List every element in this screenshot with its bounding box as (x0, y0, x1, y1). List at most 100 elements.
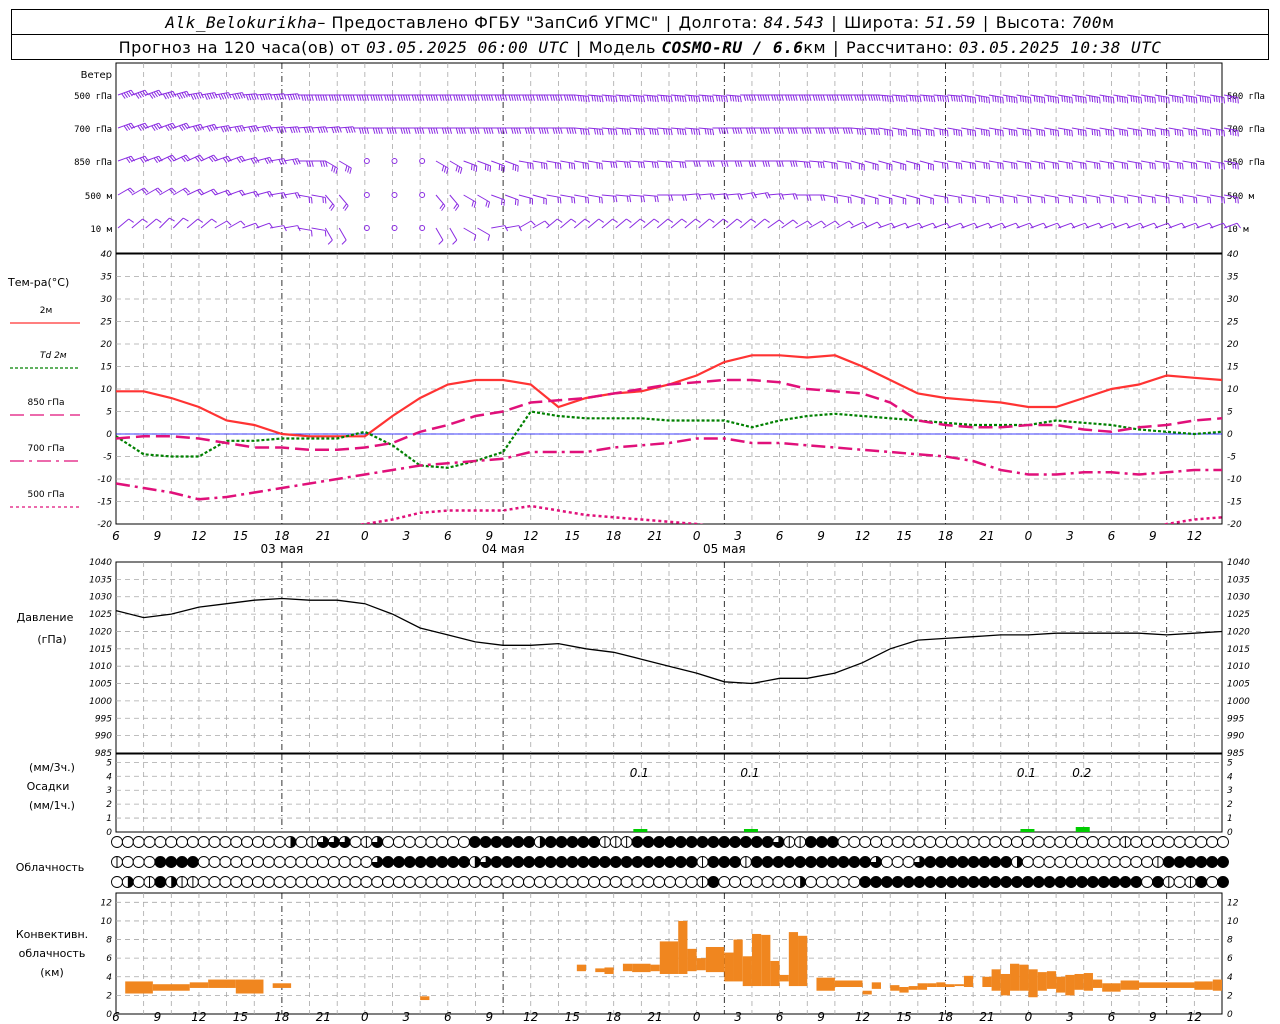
cloud-symbol (598, 876, 611, 888)
cloud-symbol (956, 856, 969, 868)
wind-barb-feather (474, 127, 478, 134)
cloud-symbol (729, 836, 742, 848)
wind-barb (297, 160, 314, 167)
wind-barb (477, 127, 494, 134)
cloud-symbol (197, 856, 210, 868)
wind-barb-feather (870, 128, 873, 135)
cloud-symbol (403, 836, 416, 848)
wind-barb (1140, 160, 1156, 170)
wind-barb-feather (969, 96, 972, 103)
wind-barb-feather (1077, 129, 1080, 136)
wind-barb (643, 160, 659, 169)
cloud-circle (490, 876, 503, 888)
wind-barb-feather (411, 94, 415, 101)
wind-level-label: 850 гПа (74, 158, 112, 168)
wind-barb (1127, 194, 1143, 204)
wind-barb-feather (781, 160, 784, 167)
wind-barb-feather (126, 157, 131, 164)
wind-barb-feather (172, 91, 177, 97)
wind-barb-feather (1154, 130, 1156, 137)
cloud-symbol (1086, 836, 1099, 848)
wind-barb-feather (1121, 96, 1124, 103)
wind-barb-feather (306, 160, 309, 167)
cloud-circle (783, 876, 796, 888)
cloud-circle (241, 856, 254, 868)
wind-barb-feather (253, 191, 257, 198)
pressure-tick-right: 1000 (1227, 697, 1250, 707)
wind-barb-feather (1096, 196, 1099, 204)
wind-barb-feather (239, 125, 243, 132)
wind-barb-feather (737, 193, 741, 200)
wind-barb (781, 94, 798, 101)
wind-barb-feather (171, 187, 177, 193)
wind-barb-feather (220, 93, 225, 100)
wind-barb-feather (847, 127, 851, 134)
wind-barb (297, 94, 314, 101)
wind-barb (808, 220, 826, 229)
cloud-symbol (360, 836, 373, 848)
wind-barb-feather (1140, 97, 1143, 104)
wind-barb (1085, 94, 1101, 104)
cloud-circle (1162, 836, 1175, 848)
conv-bar (927, 983, 937, 988)
wind-barb-feather (137, 125, 142, 131)
wind-barb-feather (1027, 162, 1029, 170)
cloud-symbol (1021, 876, 1034, 888)
wind-barb-feather (914, 129, 916, 136)
cloud-symbol (902, 856, 915, 868)
wind-barb-feather (142, 90, 147, 97)
cloud-symbol (598, 836, 611, 848)
wind-barb-feather (654, 195, 657, 202)
wind-barb-shaft (463, 227, 476, 236)
cloud-symbol (1021, 836, 1034, 848)
cloud-circle (685, 836, 698, 848)
wind-barb-feather (820, 194, 823, 201)
cloud-title: Облачность (16, 861, 85, 874)
wind-barb-feather (364, 127, 367, 134)
wind-barb-feather (670, 162, 673, 169)
cloud-circle (707, 836, 720, 848)
wind-barb-feather (773, 94, 777, 101)
wind-barb-feather (1126, 130, 1129, 137)
wind-barb-feather (438, 239, 444, 245)
wind-barb-feather (167, 156, 172, 163)
wind-barb-feather (517, 165, 519, 172)
cloud-circle (197, 836, 210, 848)
cloud-circle (739, 836, 752, 848)
wind-barb-feather (695, 95, 698, 102)
cloud-circle (566, 836, 579, 848)
cloud-circle (1141, 856, 1154, 868)
cloud-circle (219, 836, 232, 848)
wind-barb-feather (225, 125, 230, 132)
cloud-symbol (664, 836, 676, 848)
wind-barb-shaft (1196, 222, 1210, 229)
wind-level-label-right: 700 гПа (1227, 125, 1265, 135)
wind-barb (629, 218, 646, 229)
wind-barb-feather (324, 230, 327, 237)
wind-barb-feather (829, 94, 832, 101)
wind-barb (712, 218, 729, 229)
cloud-symbol (1130, 856, 1143, 868)
wind-barb-feather (194, 156, 200, 163)
wind-barb-shaft (753, 218, 765, 229)
conv-bar (991, 969, 1001, 991)
cloud-circle (392, 876, 405, 888)
wind-barb-feather (875, 94, 879, 101)
cloud-circle (165, 836, 178, 848)
wind-barb-feather (167, 92, 172, 99)
wind-barb-feather (416, 127, 420, 134)
wind-barb-feather (325, 160, 328, 167)
hour-label-bottom: 12 (191, 1010, 206, 1024)
wind-barb-feather (822, 162, 825, 169)
wind-barb-feather (607, 95, 610, 102)
wind-barb-feather (223, 126, 227, 133)
wind-barb-feather (294, 158, 299, 165)
wind-barb (864, 221, 882, 229)
wind-barb (1154, 194, 1170, 204)
wind-barb-feather (944, 162, 947, 170)
wind-barb-feather (226, 220, 232, 226)
wind-barb-feather (197, 124, 202, 131)
wind-barb-feather (213, 154, 218, 161)
cloud-symbol (317, 856, 329, 868)
cloud-symbol (555, 856, 568, 868)
